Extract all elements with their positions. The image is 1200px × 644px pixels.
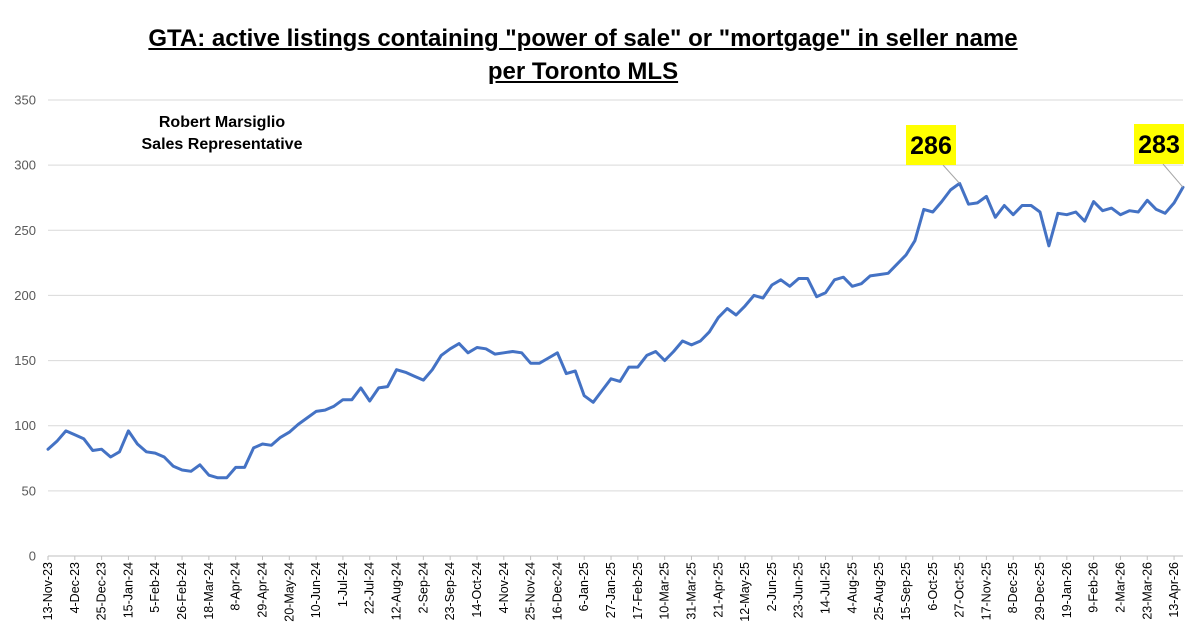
x-tick-label: 13-Nov-23 xyxy=(41,562,55,620)
x-tick-label: 15-Sep-25 xyxy=(899,562,913,620)
x-tick-label: 13-Apr-26 xyxy=(1167,562,1181,618)
x-tick-label: 20-May-24 xyxy=(282,562,296,622)
x-tick-label: 10-Mar-25 xyxy=(658,562,672,620)
x-tick-label: 25-Dec-23 xyxy=(95,562,109,620)
x-tick-label: 4-Aug-25 xyxy=(845,562,859,613)
x-tick-label: 23-Mar-26 xyxy=(1140,562,1154,620)
y-tick-label: 300 xyxy=(14,158,36,173)
x-tick-label: 8-Apr-24 xyxy=(229,562,243,611)
gridlines xyxy=(48,99,1183,557)
chart-title-line2: per Toronto MLS xyxy=(487,58,679,85)
callout-leader-line xyxy=(942,164,960,184)
x-tick-label: 4-Nov-24 xyxy=(497,562,511,613)
y-tick-label: 100 xyxy=(14,418,36,433)
chart-title-line1: GTA: active listings containing "power o… xyxy=(148,25,1018,52)
callout-box xyxy=(906,125,956,165)
series-group xyxy=(46,181,1185,480)
y-tick-label: 150 xyxy=(14,353,36,368)
y-tick-label: 50 xyxy=(22,483,36,498)
x-tick-label: 18-Mar-24 xyxy=(202,562,216,620)
x-tick-label: 12-Aug-24 xyxy=(390,562,404,620)
callout-label: 286 xyxy=(910,132,952,160)
x-tick-label: 1-Jul-24 xyxy=(336,562,350,607)
x-tick-label: 29-Dec-25 xyxy=(1033,562,1047,620)
y-axis-ticks: 0 50 100 150 200 250 300 350 xyxy=(14,93,36,564)
x-tick-label: 2-Sep-24 xyxy=(416,562,430,613)
chart-title: GTA: active listings containing "power o… xyxy=(0,22,1166,88)
y-tick-label: 350 xyxy=(14,93,36,108)
x-tick-label: 2-Jun-25 xyxy=(765,562,779,611)
x-tick-label: 26-Feb-24 xyxy=(175,562,189,620)
x-tick-label: 12-May-25 xyxy=(738,562,752,622)
x-tick-label: 17-Nov-25 xyxy=(979,562,993,620)
x-tick-label: 10-Jun-24 xyxy=(309,562,323,618)
callouts: 286 283 xyxy=(906,124,1184,188)
x-tick-label: 4-Dec-23 xyxy=(68,562,82,613)
x-tick-label: 25-Aug-25 xyxy=(872,562,886,620)
x-tick-label: 31-Mar-25 xyxy=(684,562,698,620)
x-tick-label: 27-Oct-25 xyxy=(953,562,967,618)
author-role: Sales Representative xyxy=(141,136,303,153)
x-tick-label: 14-Jul-25 xyxy=(819,562,833,614)
series-line xyxy=(46,181,1185,480)
x-tick-label: 27-Jan-25 xyxy=(604,562,618,618)
x-tick-label: 15-Jan-24 xyxy=(121,562,135,618)
y-tick-label: 0 xyxy=(29,549,36,564)
x-tick-label: 2-Mar-26 xyxy=(1113,562,1127,613)
callout-box xyxy=(1134,124,1184,164)
y-tick-label: 250 xyxy=(14,223,36,238)
callout-label: 283 xyxy=(1138,131,1180,159)
x-tick-label: 17-Feb-25 xyxy=(631,562,645,620)
x-tick-label: 16-Dec-24 xyxy=(550,562,564,620)
x-tick-label: 23-Jun-25 xyxy=(792,562,806,618)
x-axis-ticks: 13-Nov-23 4-Dec-23 25-Dec-23 15-Jan-24 5-Feb… xyxy=(41,556,1181,622)
x-tick-label: 25-Nov-24 xyxy=(524,562,538,620)
x-tick-label: 9-Feb-26 xyxy=(1087,562,1101,613)
x-tick-label: 21-Apr-25 xyxy=(711,562,725,618)
x-tick-label: 19-Jan-26 xyxy=(1060,562,1074,618)
author-name: Robert Marsiglio xyxy=(158,114,286,131)
x-tick-label: 5-Feb-24 xyxy=(148,562,162,613)
author-annotation: Robert Marsiglio Sales Representative xyxy=(122,112,322,156)
callout-leader-line xyxy=(1162,163,1184,188)
x-tick-label: 6-Jan-25 xyxy=(577,562,591,611)
x-tick-label: 22-Jul-24 xyxy=(363,562,377,614)
x-tick-label: 6-Oct-25 xyxy=(926,562,940,611)
x-tick-label: 29-Apr-24 xyxy=(255,562,269,618)
x-tick-label: 8-Dec-25 xyxy=(1006,562,1020,613)
x-tick-label: 14-Oct-24 xyxy=(470,562,484,618)
y-tick-label: 200 xyxy=(14,288,36,303)
x-tick-label: 23-Sep-24 xyxy=(443,562,457,620)
